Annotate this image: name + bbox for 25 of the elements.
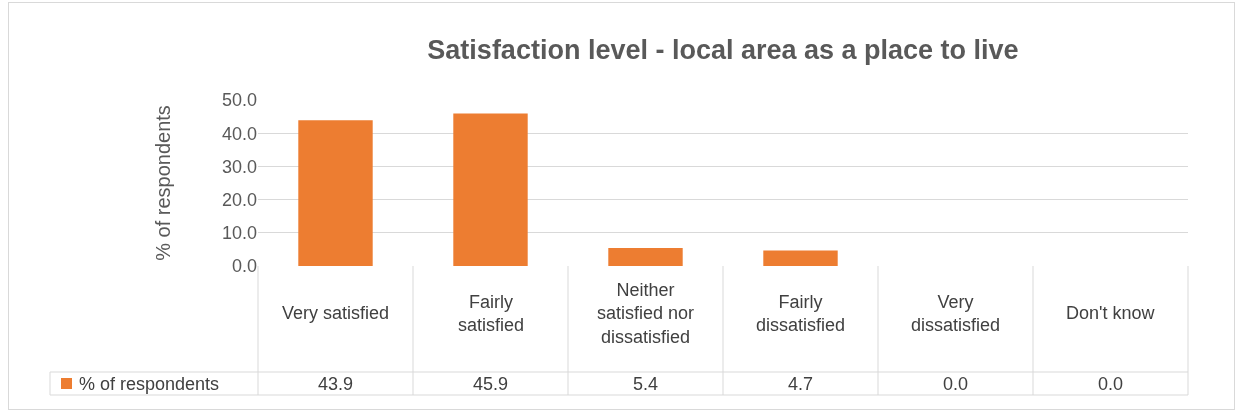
y-tick-label: 20.0 <box>221 189 257 210</box>
data-label: 43.9 <box>318 374 354 394</box>
data-label: 5.4 <box>633 374 659 394</box>
bar <box>298 120 373 266</box>
data-label: 4.7 <box>788 374 814 394</box>
data-label: 0.0 <box>1098 374 1124 394</box>
x-tick-label: Very dissatisfied <box>911 292 1001 336</box>
chart-title: Satisfaction level - local area as a place to live <box>427 35 1019 66</box>
y-tick-label: 0.0 <box>231 256 257 277</box>
x-tick-label: Neither satisfied nor dissatisfied <box>597 280 695 347</box>
y-tick-label: 30.0 <box>221 156 257 177</box>
y-axis-title: % of respondents <box>152 105 175 261</box>
y-tick-label: 10.0 <box>221 223 257 244</box>
x-tick-label: Fairly dissatisfied <box>756 292 846 336</box>
y-tick-label: 50.0 <box>221 90 257 111</box>
y-tick-label: 40.0 <box>221 123 257 144</box>
data-label: 0.0 <box>943 374 969 394</box>
bar <box>453 113 528 266</box>
data-label: 45.9 <box>473 374 509 394</box>
x-tick-label: Fairly satisfied <box>458 292 525 336</box>
x-tick-label: Don't know <box>1066 303 1156 323</box>
bar <box>608 248 683 266</box>
bar <box>763 250 838 266</box>
legend-label: % of respondents <box>79 374 220 394</box>
x-tick-label: Very satisfied <box>282 303 390 323</box>
